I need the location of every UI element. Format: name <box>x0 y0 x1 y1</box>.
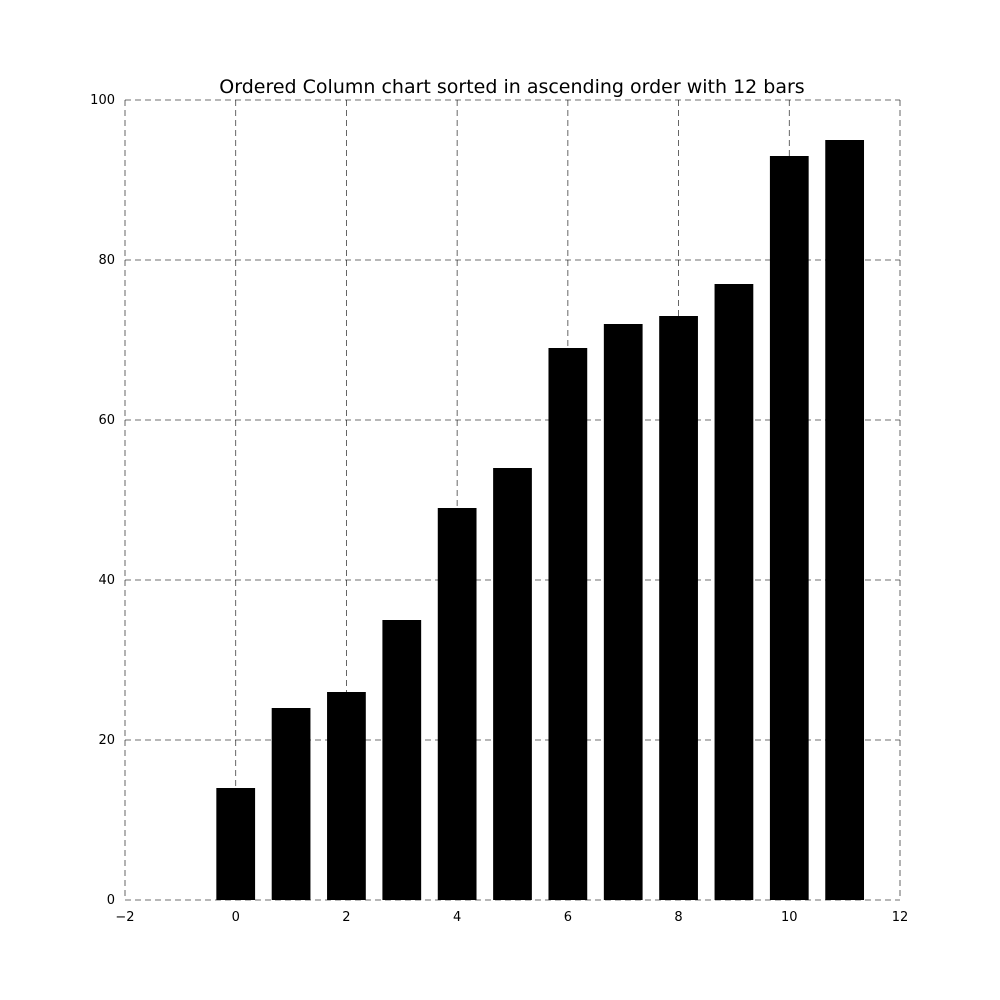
chart-title: Ordered Column chart sorted in ascending… <box>219 76 804 98</box>
bar <box>493 468 532 900</box>
x-tick-label: 0 <box>232 910 240 925</box>
x-tick-label: 4 <box>453 910 461 925</box>
bars <box>216 140 865 900</box>
y-tick-label: 60 <box>98 413 115 428</box>
x-tick-label: 10 <box>781 910 798 925</box>
x-tick-label: 6 <box>564 910 572 925</box>
x-tick-label: 2 <box>342 910 350 925</box>
y-tick-label: 100 <box>90 93 115 108</box>
x-axis-ticks: −2 0 2 4 6 8 10 12 <box>115 910 908 925</box>
y-tick-label: 20 <box>98 733 115 748</box>
bar <box>548 348 588 900</box>
y-axis-ticks: 0 20 40 60 80 100 <box>90 93 115 908</box>
x-tick-label: −2 <box>115 910 134 925</box>
bar <box>769 156 809 900</box>
y-tick-label: 0 <box>107 893 115 908</box>
y-tick-label: 80 <box>98 253 115 268</box>
bar <box>825 140 865 900</box>
bar <box>603 324 643 900</box>
bar <box>382 620 422 900</box>
x-tick-label: 12 <box>892 910 909 925</box>
y-tick-label: 40 <box>98 573 115 588</box>
bar <box>714 284 754 900</box>
bar <box>216 788 256 900</box>
bar <box>271 708 311 900</box>
x-tick-label: 8 <box>674 910 682 925</box>
bar <box>437 508 477 900</box>
bar <box>327 692 366 900</box>
bar <box>659 316 698 900</box>
